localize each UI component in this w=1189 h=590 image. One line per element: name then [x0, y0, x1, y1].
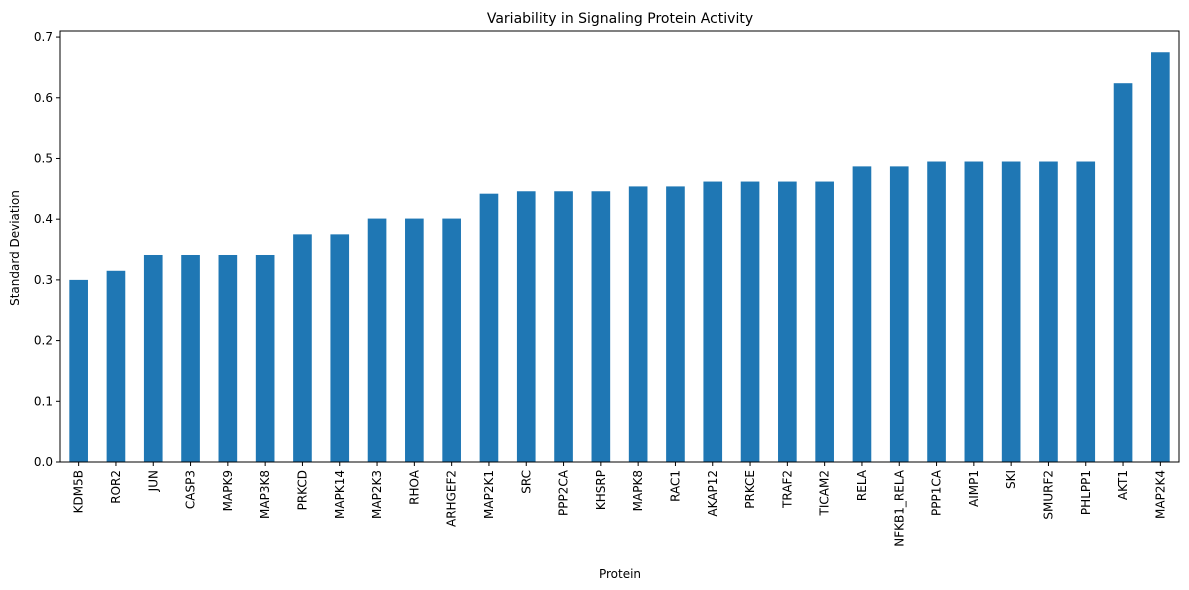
x-tick-label: MAPK14 [333, 470, 347, 519]
bar-khsrp [591, 191, 611, 462]
y-tick-label: 0.2 [34, 334, 53, 348]
bar-map3k8 [255, 254, 275, 462]
x-tick-label: MAP3K8 [258, 470, 272, 519]
x-tick-label: MAP2K3 [370, 470, 384, 519]
x-tick-label: MAP2K1 [482, 470, 496, 519]
bar-rela [852, 166, 872, 462]
bars-group [69, 52, 1170, 463]
y-tick-label: 0.5 [34, 151, 53, 165]
bar-ppp2ca [554, 191, 573, 462]
bar-rhoa [405, 218, 424, 462]
x-tick-label: RELA [855, 469, 869, 501]
y-tick-label: 0.7 [34, 30, 53, 44]
x-tick-label: PPP2CA [557, 469, 571, 516]
y-tick-label: 0.0 [34, 455, 53, 469]
y-axis-title: Standard Deviation [8, 190, 22, 306]
y-tick-label: 0.4 [34, 212, 53, 226]
bar-prkce [740, 181, 760, 462]
bar-phlpp1 [1076, 161, 1096, 462]
x-tick-label: RAC1 [668, 470, 682, 502]
x-tick-label: CASP3 [184, 470, 198, 509]
bar-kdm5b [69, 279, 88, 462]
y-tick-label: 0.3 [34, 273, 53, 287]
x-tick-label: MAP2K4 [1153, 470, 1167, 519]
x-tick-label: SRC [519, 470, 533, 494]
bar-ticam2 [815, 181, 834, 462]
bar-smurf2 [1039, 161, 1058, 462]
x-tick-label: TRAF2 [780, 470, 794, 509]
bar-prkcd [293, 234, 312, 462]
bar-casp3 [181, 254, 200, 462]
x-tick-label: ROR2 [109, 470, 123, 504]
bar-jun [143, 254, 163, 462]
x-tick-label: PPP1CA [930, 469, 944, 516]
bar-arhgef2 [442, 218, 461, 462]
x-axis: KDM5B ROR2 JUN CASP3 MAPK9 MAP3K8 PRKCD MAPK14 M… [72, 462, 1167, 547]
x-tick-label: TICAM2 [818, 470, 832, 516]
x-tick-label: ARHGEF2 [445, 470, 459, 527]
bar-map2k4 [1151, 52, 1170, 462]
x-tick-label: AIMP1 [967, 470, 981, 507]
plot-frame [59, 30, 1180, 463]
bar-src [516, 191, 536, 462]
y-axis: 0.0 0.1 0.2 0.3 0.4 0.5 0.6 0.7 [34, 30, 60, 469]
x-tick-label: PHLPP1 [1079, 470, 1093, 515]
x-tick-label: NFKB1_RELA [892, 469, 906, 546]
x-tick-label: PRKCE [743, 470, 757, 509]
bar-ski [1001, 161, 1021, 462]
y-tick-label: 0.6 [34, 91, 53, 105]
bar-map2k1 [479, 193, 499, 462]
x-tick-label: PRKCD [295, 470, 309, 510]
x-tick-label: SKI [1004, 470, 1018, 489]
bar-rac1 [666, 186, 685, 462]
bar-ror2 [106, 270, 126, 462]
x-tick-label: MAPK8 [631, 470, 645, 511]
bar-mapk9 [218, 254, 238, 462]
y-tick-label: 0.1 [34, 394, 53, 408]
bar-traf2 [778, 181, 797, 462]
bar-akt1 [1113, 83, 1133, 463]
chart-title: Variability in Signaling Protein Activit… [487, 11, 753, 27]
x-tick-label: JUN [146, 470, 160, 492]
bar-akap12 [703, 181, 723, 462]
x-tick-label: SMURF2 [1041, 470, 1055, 520]
bar-mapk8 [628, 186, 648, 462]
x-tick-label: AKT1 [1116, 470, 1130, 500]
bar-aimp1 [964, 161, 984, 462]
x-tick-label: KHSRP [594, 470, 608, 510]
x-tick-label: AKAP12 [706, 470, 720, 517]
x-tick-label: KDM5B [72, 470, 86, 513]
bar-map2k3 [367, 218, 387, 462]
x-tick-label: MAPK9 [221, 470, 235, 511]
bar-ppp1ca [927, 161, 946, 462]
bar-nfkb1_rela [889, 166, 909, 462]
bar-mapk14 [330, 234, 350, 462]
x-axis-title: Protein [599, 567, 641, 581]
x-tick-label: RHOA [407, 469, 421, 505]
